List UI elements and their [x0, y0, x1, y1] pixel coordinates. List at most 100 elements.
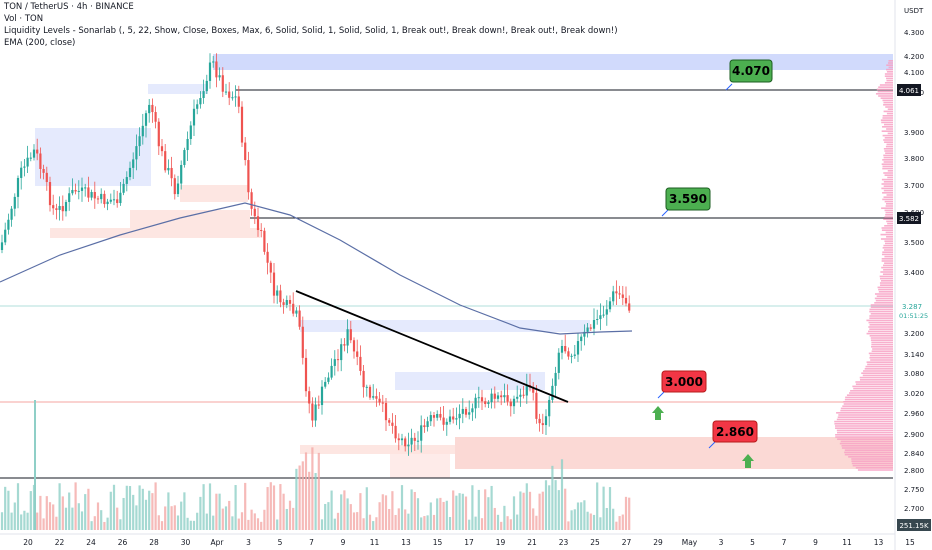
volume-bar	[237, 518, 240, 530]
volume-bar	[413, 491, 416, 530]
volume-bar	[256, 518, 260, 530]
callout-2860[interactable]: 2.860	[708, 420, 758, 449]
badge-3582: 3.582	[897, 212, 921, 224]
volume-bar	[410, 489, 413, 530]
volume-profile-bar	[865, 365, 893, 368]
price-tick-label: 2.900	[904, 431, 924, 439]
volume-bar	[199, 496, 202, 530]
volume-bar	[512, 496, 516, 530]
volume-profile-bar	[880, 119, 893, 121]
volume-profile-bar	[869, 315, 893, 317]
candle-body	[135, 146, 138, 160]
candle-body	[144, 113, 148, 126]
volume-profile-bar	[857, 469, 893, 471]
callout-4070[interactable]: 4.070	[725, 59, 773, 91]
demand-zone-5	[390, 450, 450, 478]
candle-body	[583, 331, 586, 337]
volume-indicator-label: Vol · TON	[4, 14, 44, 24]
volume-profile-bar	[880, 271, 893, 273]
volume-bar	[77, 503, 80, 530]
svg-text:3.582: 3.582	[899, 215, 919, 223]
volume-bar	[183, 492, 186, 530]
volume-profile-bar	[841, 447, 893, 449]
volume-bar	[192, 520, 196, 530]
candle-body	[375, 396, 378, 399]
volume-profile-bar	[868, 326, 893, 328]
volume-profile-bar	[884, 262, 893, 264]
volume-bar	[112, 484, 116, 530]
candle-body	[356, 351, 359, 357]
candle-body	[231, 97, 234, 99]
volume-bar	[522, 492, 525, 530]
volume-profile-bar	[888, 60, 893, 62]
price-tick-label: 3.200	[904, 330, 924, 338]
candle-body	[426, 421, 429, 428]
candle-body	[285, 299, 288, 305]
candle-body	[589, 327, 592, 329]
volume-profile-bar	[886, 220, 893, 223]
price-tick-label: 3.020	[904, 390, 924, 398]
volume-profile-bar	[882, 264, 893, 267]
volume-profile-bar	[841, 445, 893, 447]
volume-profile-bar	[884, 200, 893, 203]
volume-bar	[615, 521, 618, 530]
volume-bar	[544, 480, 548, 530]
candle-body	[256, 216, 260, 231]
volume-profile-bar	[851, 458, 893, 460]
price-tick-label: 3.140	[904, 351, 924, 359]
volume-bar	[554, 480, 557, 530]
callout-3590[interactable]: 3.590	[661, 187, 711, 217]
volume-bar	[196, 512, 199, 530]
candle-body	[212, 61, 215, 63]
candle-body	[23, 166, 26, 168]
volume-bar	[381, 494, 384, 530]
volume-bar	[84, 494, 87, 530]
volume-bar	[4, 486, 7, 530]
candle-body	[74, 189, 77, 192]
candle-body	[461, 408, 464, 414]
volume-bar	[564, 488, 567, 530]
volume-profile-bar	[877, 286, 893, 289]
candle-body	[445, 421, 448, 425]
volume-bar	[170, 506, 173, 530]
volume-profile-bar	[886, 143, 893, 146]
callout-3000[interactable]: 3.000	[657, 370, 707, 399]
volume-profile-bar	[886, 112, 893, 115]
date-tick-label: 29	[653, 538, 663, 547]
volume-bar	[397, 508, 400, 530]
callout-label-3000: 3.000	[665, 375, 703, 389]
candle-body	[208, 62, 212, 81]
candle-body	[423, 425, 426, 428]
candle-body	[160, 146, 164, 152]
candle-body	[541, 423, 544, 426]
volume-profile-bar	[882, 99, 893, 102]
trendline[interactable]	[295, 290, 569, 403]
volume-profile-bar	[883, 148, 893, 150]
candle-body	[605, 309, 608, 315]
candle-body	[368, 386, 372, 398]
volume-profile-bar	[870, 304, 893, 306]
date-axis[interactable]: 20 22 24 26 28 30 Apr 3 5 7 9 11 13 15 17 19 21 23 25 27 29 M…	[23, 538, 915, 547]
volume-bar	[333, 518, 336, 530]
volume-bar	[29, 491, 32, 530]
volume-bar	[359, 493, 362, 530]
volume-profile-bar	[836, 412, 893, 414]
supply-zone-top	[213, 54, 893, 70]
volume-bar	[525, 483, 528, 530]
volume-profile-bar	[874, 293, 893, 295]
candle-body	[343, 344, 346, 346]
volume-bar	[407, 513, 410, 530]
candle-body	[352, 340, 356, 352]
volume-bar	[228, 500, 231, 530]
volume-profile-bar	[871, 346, 893, 348]
volume-profile-bar	[880, 97, 893, 99]
candle-body	[279, 290, 282, 303]
volume-profile-bar	[883, 269, 893, 271]
volume-bar	[368, 514, 372, 530]
volume-profile-bar	[881, 187, 893, 190]
volume-bar	[0, 512, 4, 530]
candle-body	[544, 416, 548, 426]
badge-volume: 251.15K	[897, 519, 931, 531]
volume-bar	[71, 507, 74, 530]
